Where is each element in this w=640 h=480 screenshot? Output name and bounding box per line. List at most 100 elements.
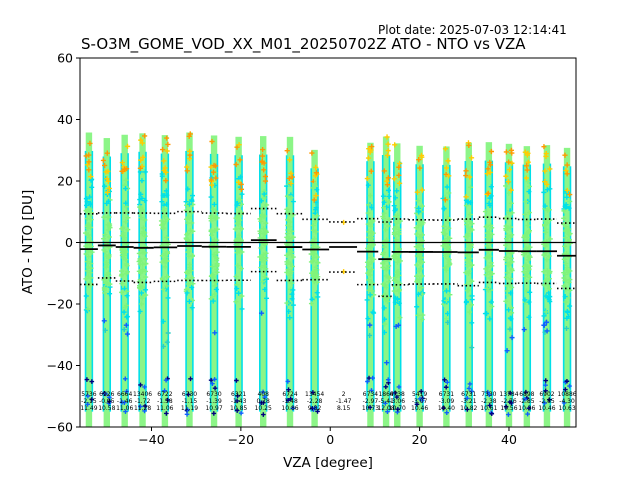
data-point [487,162,494,168]
data-point [564,171,570,177]
data-point [561,275,567,281]
data-point [419,285,425,291]
data-point [508,200,514,206]
data-point [525,179,531,185]
data-point [124,293,130,299]
column-edge [542,163,545,412]
data-point [489,263,495,269]
data-point [308,301,314,307]
data-point [445,319,451,325]
data-point [160,222,166,228]
data-point [212,377,217,382]
data-point [396,180,403,186]
data-point [237,157,243,163]
data-point [504,270,510,276]
data-point [264,276,270,282]
data-point [522,297,528,303]
data-point [468,226,474,232]
data-point [525,218,531,224]
data-point [442,240,448,246]
data-point [208,215,214,221]
data-point [290,287,296,293]
data-point [524,272,530,278]
data-point [187,228,193,234]
column-mean: -2.28 [307,398,323,405]
data-point [488,240,494,246]
data-point [119,400,125,405]
column-edge [310,168,312,412]
data-point [541,269,547,275]
data-point [547,397,552,403]
data-point [188,268,194,274]
data-point [414,262,420,268]
data-point [162,214,168,220]
column-mean: -3.07 [412,398,428,405]
data-point [143,287,149,293]
data-point [125,215,131,221]
data-point [564,267,570,273]
data-point [87,213,93,219]
data-point [188,376,193,382]
column-band [311,149,318,427]
data-point [143,274,149,280]
data-point [466,386,472,391]
data-point [370,288,376,294]
column-edge [127,153,129,412]
column-count: 2 [342,391,346,398]
data-point [381,244,387,250]
data-point [413,244,419,250]
column-band [416,145,423,427]
data-point [503,173,509,179]
data-point [137,308,143,314]
data-point [261,263,267,269]
x-tick-label: −20 [228,432,254,447]
data-point [83,243,89,249]
data-point [416,157,422,163]
data-point [162,165,168,171]
data-point [186,392,191,397]
column-std: 10.25 [255,405,272,412]
column-std: 10.73 [362,405,379,412]
data-point [385,175,391,181]
data-point [463,203,469,209]
data-point [238,209,244,215]
data-point [89,379,95,384]
data-point [86,254,92,260]
data-point [138,382,143,388]
data-point [443,316,449,322]
column-mean: -2.85 [519,398,535,405]
data-point [84,377,90,382]
data-point [285,209,291,215]
data-point [159,199,165,205]
data-point [239,249,245,255]
data-point [238,410,244,416]
data-point [237,217,243,223]
data-point [122,286,128,292]
data-point [487,316,493,322]
data-point [485,190,491,196]
column-edge [442,164,444,412]
data-point [186,201,192,207]
column-mean: -5.41 [378,398,394,405]
data-point [541,144,547,150]
data-point [84,268,90,274]
data-point [546,297,552,303]
x-tick-label: 40 [501,432,517,447]
data-point [366,287,372,293]
data-point [417,165,423,171]
data-point [395,279,401,285]
data-point [392,299,398,305]
data-point [235,263,241,269]
data-point [232,226,238,232]
data-point [258,218,264,224]
data-point [442,197,448,203]
column-edge [84,150,87,412]
data-point [186,298,192,304]
data-point [445,243,451,249]
data-point [103,169,109,175]
data-point [284,300,290,306]
data-point [142,169,148,175]
data-point [85,393,91,399]
data-point [483,224,489,230]
data-point [365,270,371,276]
